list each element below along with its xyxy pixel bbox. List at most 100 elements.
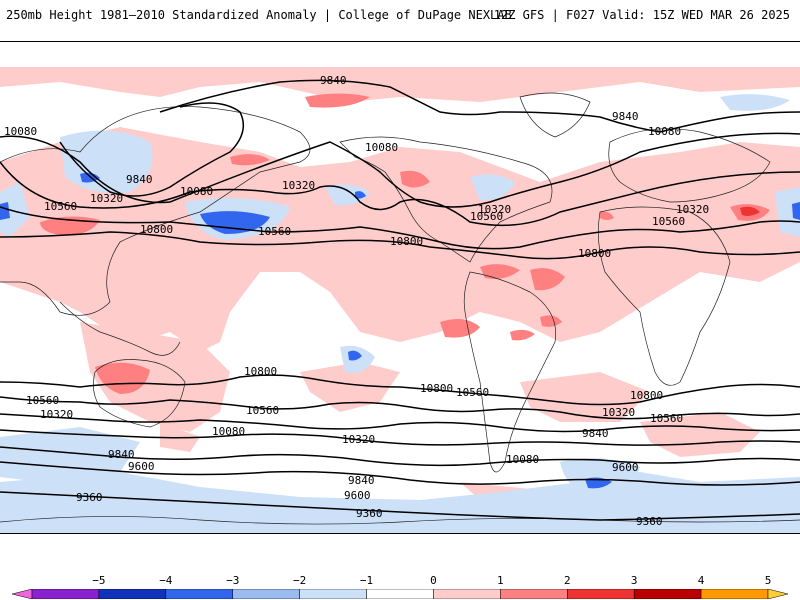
contour-label: 9600 — [128, 460, 155, 473]
contour-10080-south — [0, 429, 800, 446]
contour-label: 10800 — [630, 389, 663, 402]
anomaly-region — [200, 211, 270, 234]
colorbar-tick-label: −5 — [92, 574, 106, 587]
anomaly-region — [720, 94, 790, 111]
contour-label: 10320 — [90, 192, 123, 205]
coastline-africa — [598, 206, 731, 386]
anomaly-region — [700, 484, 780, 505]
anomaly-region — [640, 412, 760, 457]
anomaly-region — [480, 264, 520, 279]
colorbar-segment — [165, 589, 233, 599]
coastline-asia — [0, 106, 311, 316]
header: 250mb Height 1981–2010 Standardized Anom… — [0, 0, 800, 30]
colorbar-tick-label: 3 — [630, 574, 638, 587]
contour-label: 10320 — [282, 179, 315, 192]
contour-label: 9840 — [108, 448, 135, 461]
contour-label: 10560 — [652, 215, 685, 228]
contour-label: 9840 — [612, 110, 639, 123]
contour-label: 10560 — [246, 404, 279, 417]
coastline-antarctica — [0, 516, 800, 525]
colorbar-tick-label: −4 — [159, 574, 173, 587]
colorbar-min-triangle — [12, 589, 33, 599]
anomaly-region — [400, 170, 430, 188]
colorbar-segment — [31, 589, 100, 599]
very-strong-positive-anomaly — [740, 206, 760, 216]
anomaly-region — [520, 372, 650, 422]
contour-9840-asia — [59, 102, 245, 197]
contour-label: 10800 — [140, 223, 173, 236]
strong-positive-anomaly — [40, 93, 770, 394]
contour-label: 9360 — [636, 515, 663, 528]
contour-9600-south — [0, 461, 800, 486]
contour-label: 10560 — [258, 225, 291, 238]
contour-label: 10560 — [650, 412, 683, 425]
contour-10320-south — [0, 413, 800, 433]
anomaly-region — [440, 318, 480, 338]
contour-10080-north — [0, 132, 800, 208]
contour-label: 10560 — [44, 200, 77, 213]
colorbar-segment — [567, 589, 635, 599]
coastline-europe — [608, 128, 771, 203]
contour-label: 10800 — [578, 247, 611, 260]
colorbar-tick-label: 5 — [764, 574, 772, 587]
anomaly-region — [0, 127, 800, 352]
contour-label: 10080 — [648, 125, 681, 138]
colorbar-tick-label: 2 — [563, 574, 571, 587]
contour-label: 10080 — [506, 453, 539, 466]
anomaly-region — [355, 191, 366, 199]
anomaly-region — [600, 211, 614, 220]
contour-label: 10080 — [180, 185, 213, 198]
contour-label: 9840 — [320, 74, 347, 87]
model-run-info: 12Z GFS | F027 Valid: 15Z WED MAR 26 202… — [493, 8, 790, 22]
contour-10560-north — [0, 206, 800, 250]
contour-label: 10560 — [456, 386, 489, 399]
contour-label: 10080 — [212, 425, 245, 438]
contour-label: 10320 — [40, 408, 73, 421]
coastline-se-asia — [59, 301, 181, 356]
colorbar-segment — [633, 589, 702, 599]
anomaly-region — [560, 458, 640, 497]
colorbar-tick-label: −3 — [226, 574, 240, 587]
anomaly-region — [0, 182, 30, 237]
colorbar: −5 −4 −3 −2 −1 0 1 2 3 4 5 — [0, 560, 800, 600]
colorbar-segment — [299, 589, 367, 599]
contour-label: 10320 — [602, 406, 635, 419]
contour-label: 9840 — [582, 427, 609, 440]
contour-label: 10800 — [244, 365, 277, 378]
colorbar-tick-label: −1 — [359, 574, 374, 587]
anomaly-region — [740, 206, 760, 216]
contour-label: 10080 — [4, 125, 37, 138]
contour-label: 10080 — [365, 141, 398, 154]
anomaly-region — [530, 268, 565, 291]
contour-label: 10320 — [676, 203, 709, 216]
coastline-greenland — [519, 92, 591, 138]
map-title: 250mb Height 1981–2010 Standardized Anom… — [6, 8, 512, 22]
anomaly-region — [305, 93, 370, 108]
contour-label: 10560 — [470, 210, 503, 223]
anomaly-region — [0, 202, 10, 220]
colorbar-tick-label: 4 — [697, 574, 705, 587]
contour-label: 9840 — [126, 173, 153, 186]
colorbar-segment — [232, 589, 300, 599]
anomaly-region — [0, 67, 800, 102]
coastline-north-america — [339, 136, 553, 263]
contour-9840-south — [0, 446, 800, 467]
colorbar-tick-label: −2 — [293, 574, 307, 587]
contour-9360-south — [0, 491, 800, 521]
contour-label: 9360 — [76, 491, 103, 504]
contour-10560-south — [0, 396, 800, 420]
contour-label: 9840 — [348, 474, 375, 487]
colorbar-segment — [700, 589, 769, 599]
contour-label: 10320 — [478, 203, 511, 216]
contour-label: 10560 — [26, 394, 59, 407]
coastline-australia — [93, 359, 186, 428]
colorbar-segment — [500, 589, 568, 599]
anomaly-region — [0, 427, 140, 482]
contour-label: 9600 — [612, 461, 639, 474]
colorbar-segment — [433, 589, 501, 599]
colorbar-tick-label: 1 — [497, 574, 504, 587]
colorbar-bar — [12, 589, 788, 599]
contour-10320-north — [0, 161, 800, 227]
contour-label-layer: 9840 9840 9840 10080 10080 10080 10080 1… — [4, 74, 709, 528]
colorbar-tick-label: 0 — [430, 574, 437, 587]
